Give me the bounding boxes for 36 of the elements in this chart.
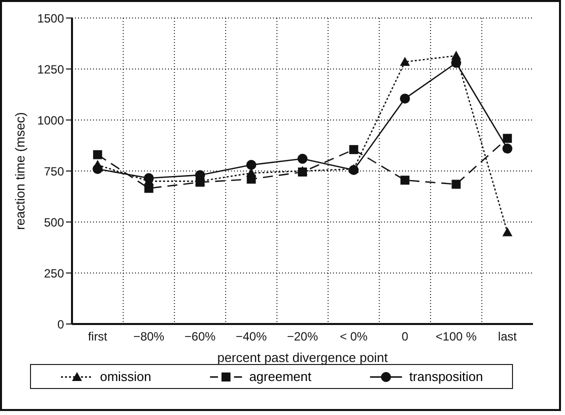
legend-label: omission (100, 369, 152, 384)
y-tick-label: 0 (57, 317, 64, 332)
y-tick-label: 1000 (37, 113, 64, 128)
y-tick-label: 1250 (37, 62, 64, 76)
x-tick-label: last (498, 330, 518, 344)
point (93, 150, 102, 160)
x-tick-label: −40% (236, 330, 268, 344)
y-tick-label: 250 (44, 266, 64, 280)
point (144, 173, 154, 184)
point (349, 145, 358, 154)
x-axis-title: percent past divergence point (217, 350, 388, 365)
y-tick-label: 1500 (37, 11, 64, 26)
legend-label: agreement (249, 369, 312, 384)
point (298, 154, 308, 164)
point (400, 94, 410, 104)
point (246, 174, 256, 184)
point (400, 176, 410, 185)
x-tick-label: −60% (184, 330, 216, 344)
y-tick-label: 750 (44, 164, 64, 178)
y-axis-title: reaction time (msec) (12, 112, 28, 230)
x-tick-label: −20% (286, 330, 318, 344)
x-tick-label: <100 % (436, 330, 478, 344)
y-tick-label: 500 (44, 215, 64, 230)
x-tick-label: 0 (402, 330, 409, 344)
point (92, 164, 103, 174)
x-tick-label: first (88, 330, 108, 344)
point (502, 144, 512, 154)
point (502, 227, 512, 236)
legend-label: transposition (409, 369, 484, 384)
point (246, 160, 256, 170)
x-tick-label: −80% (133, 330, 165, 344)
point (144, 184, 154, 193)
point (452, 180, 461, 189)
x-tick-label: < 0% (340, 330, 368, 344)
point (502, 134, 512, 143)
point (400, 56, 410, 66)
